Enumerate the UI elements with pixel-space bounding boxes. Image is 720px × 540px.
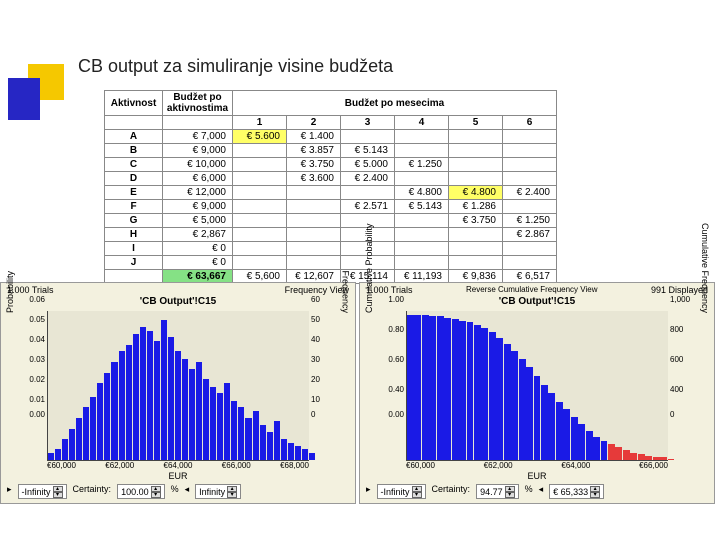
chart2-controls: ▸ -Infinity▴▾ Certainty: 94.77▴▾ % ◂ € 6…: [366, 484, 708, 499]
chart2-area: [406, 311, 668, 461]
table-row: I€ 0: [105, 242, 557, 256]
chart1-ylabel-left: Probability: [5, 271, 15, 313]
table-row: F€ 9,000€ 2.571€ 5.143€ 1.286: [105, 200, 557, 214]
certainty-input[interactable]: 100.00▴▾: [117, 484, 165, 499]
view-label: Reverse Cumulative Frequency View: [466, 285, 597, 295]
budget-table: Aktivnost Budžet po aktivnostima Budžet …: [104, 90, 557, 284]
chart1-area: [47, 311, 309, 461]
charts-row: 1.000 Trials Frequency View 'CB Output'!…: [0, 282, 715, 504]
col-bpa: Budžet po aktivnostima: [163, 91, 233, 116]
table-row: A€ 7,000€ 5.600€ 1.400: [105, 130, 557, 144]
arrow-icon[interactable]: ▸: [366, 484, 371, 499]
left-bound-input[interactable]: -Infinity▴▾: [377, 484, 426, 499]
arrow-icon[interactable]: ▸: [7, 484, 12, 499]
right-bound-input[interactable]: Infinity▴▾: [195, 484, 241, 499]
table-row: J€ 0: [105, 256, 557, 270]
certainty-input[interactable]: 94.77▴▾: [476, 484, 519, 499]
chart2-title: 'CB Output'!C15: [362, 296, 712, 307]
view-label: Frequency View: [285, 285, 349, 295]
blue-square: [8, 78, 40, 120]
chart1-xlabel: EUR: [3, 471, 353, 481]
arrow-icon[interactable]: ◂: [185, 484, 190, 499]
chart1-ylabel-right: Frequency: [341, 270, 351, 313]
table-header-row: Aktivnost Budžet po aktivnostima Budžet …: [105, 91, 557, 116]
chart1-title: 'CB Output'!C15: [3, 296, 353, 307]
cumulative-panel: 1.000 Trials Reverse Cumulative Frequenc…: [359, 282, 715, 504]
chart2-ylabel-left: Cumulative Probability: [364, 223, 374, 313]
arrow-icon[interactable]: ◂: [539, 484, 544, 499]
histogram-panel: 1.000 Trials Frequency View 'CB Output'!…: [0, 282, 356, 504]
chart2-xlabel: EUR: [362, 471, 712, 481]
table-row: H€ 2,867€ 2.867: [105, 228, 557, 242]
table-row: D€ 6,000€ 3.600€ 2.400: [105, 172, 557, 186]
table-row: G€ 5,000€ 3.750€ 1.250: [105, 214, 557, 228]
right-bound-input[interactable]: € 65,333▴▾: [549, 484, 604, 499]
table-month-row: 1 2 3 4 5 6: [105, 116, 557, 130]
page-title: CB output za simuliranje visine budžeta: [78, 56, 393, 77]
chart2-ylabel-right: Cumulative Frequency: [700, 223, 710, 313]
chart1-controls: ▸ -Infinity▴▾ Certainty: 100.00▴▾ % ◂ In…: [7, 484, 349, 499]
left-bound-input[interactable]: -Infinity▴▾: [18, 484, 67, 499]
table-row: C€ 10,000€ 3.750€ 5.000€ 1.250: [105, 158, 557, 172]
table-row: E€ 12,000€ 4.800€ 4.800€ 2.400: [105, 186, 557, 200]
col-bpm: Budžet po mesecima: [233, 91, 557, 116]
table-row: B€ 9,000€ 3.857€ 5.143: [105, 144, 557, 158]
col-aktivnost: Aktivnost: [105, 91, 163, 116]
